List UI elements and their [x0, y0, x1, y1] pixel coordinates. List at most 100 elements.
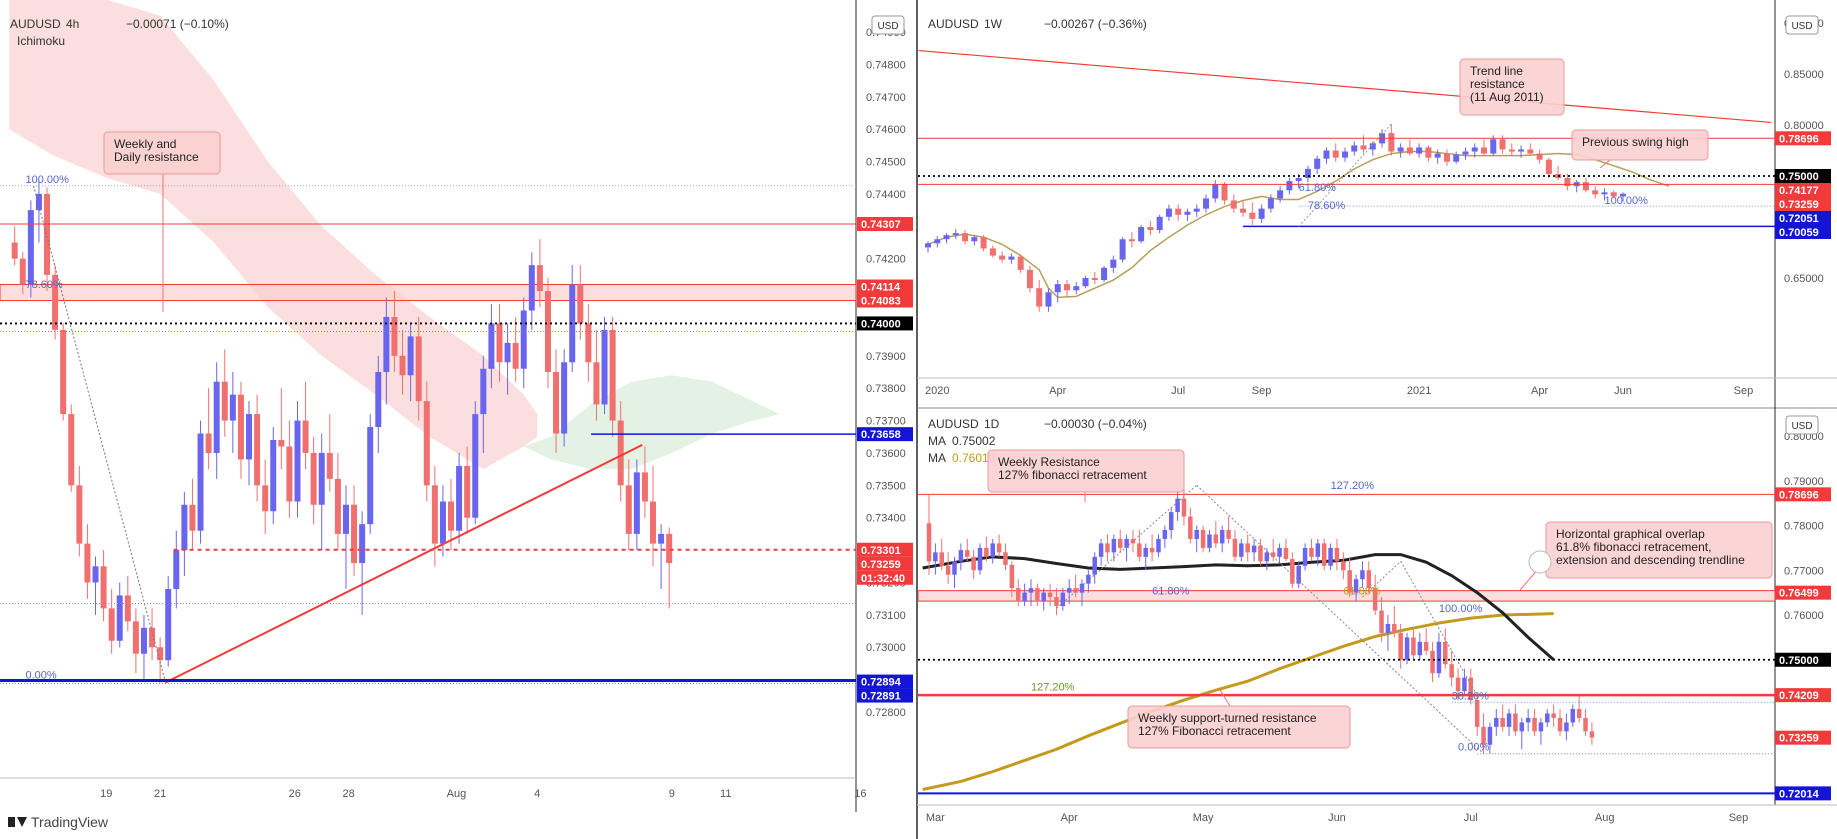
h4-candle-body — [334, 478, 341, 534]
h4-candle-body — [359, 524, 366, 564]
w1-candle-body — [1091, 278, 1098, 281]
d1-candle-body — [1117, 538, 1123, 548]
d1-candle-body — [1551, 713, 1556, 718]
h4-y-tick-label: 0.73000 — [866, 642, 906, 654]
d1-candle-body — [1538, 722, 1544, 732]
w1-candle-body — [980, 237, 987, 249]
d1-candle-body — [1462, 677, 1467, 692]
d1-candle-body — [964, 550, 970, 557]
h4-candle-body — [609, 329, 616, 421]
w1-currency-badge[interactable] — [1785, 15, 1819, 35]
h4-fib-label: 78.60% — [25, 279, 63, 291]
h4-candle-body — [132, 621, 139, 654]
h4-candle-body — [617, 420, 624, 486]
h4-price-label-tag — [857, 674, 913, 689]
h4-annotation-weekly-daily-resistance-line: Daily resistance — [114, 150, 199, 164]
w1-candle-body — [1184, 211, 1191, 215]
d1-candle-body — [1092, 556, 1097, 575]
tradingview-watermark[interactable]: TradingView — [8, 814, 108, 830]
d1-annotation-support-turned-resistance-box — [1127, 705, 1351, 749]
d1-fib-diagonal-b — [1196, 484, 1484, 755]
d1-candle-body — [1341, 561, 1346, 571]
h4-y-tick-label: 0.74800 — [866, 59, 906, 71]
d1-fib-label: 0.00% — [1458, 742, 1489, 754]
d1-candle-body — [1277, 547, 1282, 557]
d1-candle-body — [1219, 529, 1225, 544]
w1-candle-body — [1286, 181, 1293, 191]
h4-candle-body — [189, 504, 196, 531]
d1-candle-body — [1200, 529, 1206, 548]
d1-candle-body — [1041, 592, 1046, 602]
w1-price-label-tag — [1775, 211, 1831, 225]
h4-candle-body — [415, 336, 422, 402]
d1-candle-body — [1156, 538, 1161, 553]
h4-candle-body — [246, 414, 253, 460]
w1-y-tick-label: 0.80000 — [1784, 120, 1824, 132]
h4-candle-body — [577, 284, 584, 324]
w1-candle-body — [1277, 190, 1284, 199]
d1-plot-area — [918, 484, 1775, 795]
d1-candle-body — [1449, 664, 1454, 678]
w1-price-label-tag — [1775, 131, 1831, 146]
w1-candle-body — [1304, 168, 1311, 179]
d1-candle-body — [1392, 623, 1397, 633]
w1-price-label-tag — [1775, 225, 1831, 239]
d1-candle-body — [1468, 677, 1474, 701]
d1-resistance-zone — [918, 590, 1775, 602]
d1-candle-body — [1009, 564, 1015, 589]
tradingview-brand: TradingView — [31, 814, 109, 830]
d1-candle-body — [1487, 726, 1493, 745]
h4-chart-layer: 0.00%78.60%100.00%0.749000.748000.747000… — [0, 0, 913, 800]
w1-candle-body — [1610, 192, 1617, 197]
h4-candle-body — [262, 485, 269, 512]
w1-candle-body — [1406, 147, 1413, 154]
d1-x-tick-label: May — [1193, 812, 1214, 824]
h4-candle-body — [229, 394, 236, 421]
d1-candle-body — [1079, 583, 1085, 593]
w1-candle-body — [1203, 198, 1209, 209]
h4-candle-body — [496, 323, 503, 363]
d1-candle-body — [1532, 717, 1537, 732]
w1-candle-body — [1545, 159, 1552, 174]
d1-fib-label: 61.80% — [1343, 586, 1381, 598]
d1-candle-body — [996, 543, 1002, 553]
w1-candle-body — [1147, 227, 1154, 231]
w1-candle-body — [1017, 256, 1024, 270]
w1-candle-body — [1369, 143, 1376, 150]
d1-price-label-tag — [1775, 487, 1831, 502]
d1-price-label-text: 0.73259 — [1779, 733, 1819, 745]
h4-y-tick-label: 0.74700 — [866, 92, 906, 104]
d1-candle-body — [1137, 543, 1142, 557]
h4-candle-body — [213, 381, 220, 453]
h4-y-tick-label: 0.74200 — [866, 254, 906, 266]
h4-candle-body — [488, 323, 495, 369]
w1-candle-body — [1388, 133, 1395, 152]
w1-fib-label: 78.60% — [1308, 200, 1346, 212]
w1-price-label-text: 0.72051 — [1779, 213, 1819, 225]
d1-currency-badge[interactable] — [1785, 415, 1819, 435]
w1-candle-body — [1314, 158, 1321, 169]
d1-annotation-horizontal-overlap-line: 61.8% fibonacci retracement, — [1556, 540, 1711, 554]
w1-candle-body — [1564, 178, 1571, 187]
w1-price-label-text: 0.74177 — [1779, 185, 1819, 197]
w1-candle-body — [1036, 288, 1043, 307]
w1-candle-body — [1156, 216, 1163, 231]
d1-candle-body — [1309, 547, 1314, 557]
w1-y-tick-label: 0.85000 — [1784, 69, 1824, 81]
d1-candle-body — [1194, 529, 1199, 539]
w1-change: −0.00267 (−0.36%) — [1044, 17, 1147, 31]
h4-candle-body — [27, 210, 34, 285]
w1-fib-diagonal — [1298, 123, 1392, 227]
h4-candle-body — [181, 504, 188, 551]
h4-currency: USD — [877, 21, 898, 32]
d1-cursor-circle — [1528, 550, 1552, 574]
h4-candle-body — [650, 501, 657, 544]
w1-candle-body — [1054, 284, 1061, 293]
h4-annotation-weekly-daily-resistance-box — [103, 131, 221, 175]
d1-candle-body — [1073, 588, 1078, 593]
h4-candle-body — [585, 323, 592, 363]
h4-price-label-text: 0.73259 — [861, 559, 901, 571]
h4-currency-badge[interactable] — [871, 15, 905, 35]
